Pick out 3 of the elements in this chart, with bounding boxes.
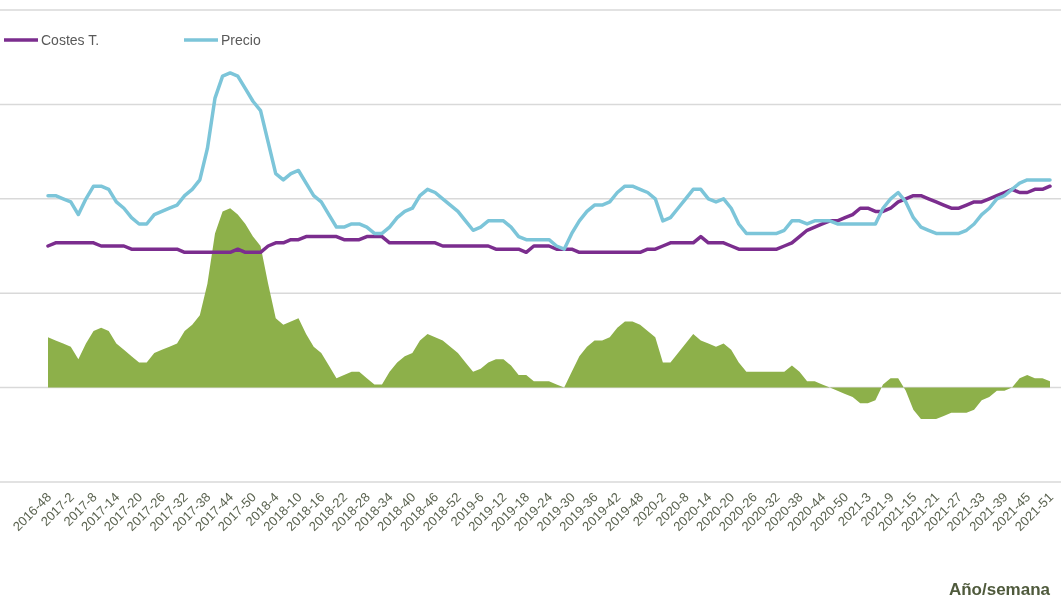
x-axis-title: Año/semana — [948, 580, 1051, 599]
legend-label: Costes T. — [41, 32, 100, 48]
legend-label: Precio — [221, 32, 261, 48]
